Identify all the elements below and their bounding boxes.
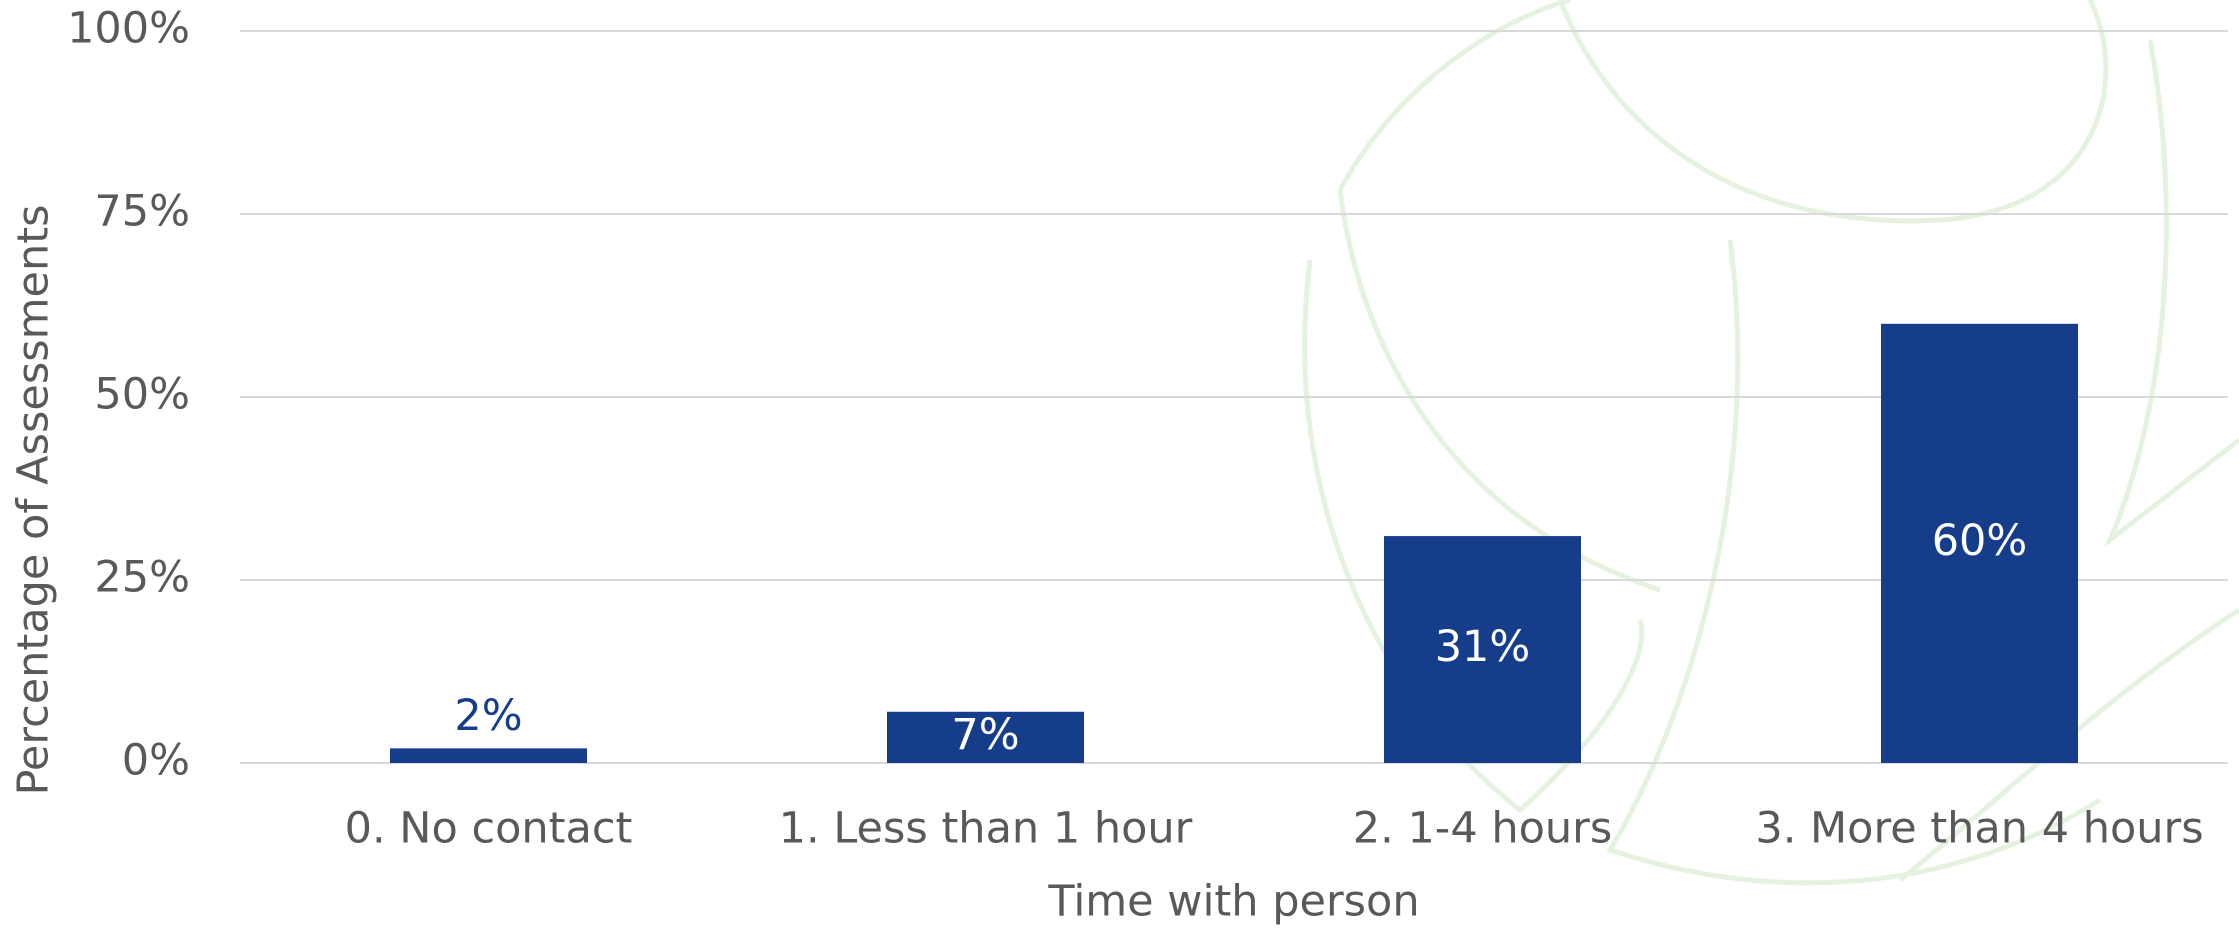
data-label: 60%	[1932, 516, 2028, 566]
bar	[1384, 536, 1581, 763]
x-tick-label: 1. Less than 1 hour	[779, 804, 1193, 854]
bar	[390, 748, 587, 763]
data-label: 31%	[1435, 622, 1531, 672]
y-tick-label: 100%	[67, 4, 190, 54]
bar	[1881, 323, 2078, 763]
data-label: 7%	[951, 710, 1019, 760]
y-tick-label: 75%	[94, 187, 190, 237]
y-axis-title: Percentage of Assessments	[9, 204, 59, 795]
y-tick-label: 50%	[94, 370, 190, 420]
data-label: 2%	[454, 691, 522, 741]
x-tick-label: 2. 1-4 hours	[1353, 804, 1613, 854]
x-tick-label: 0. No contact	[345, 804, 633, 854]
y-tick-label: 25%	[94, 553, 190, 603]
x-axis-title: Time with person	[1047, 877, 1419, 927]
bar	[887, 711, 1084, 763]
y-tick-label: 0%	[122, 736, 190, 786]
x-tick-label: 3. More than 4 hours	[1755, 804, 2203, 854]
